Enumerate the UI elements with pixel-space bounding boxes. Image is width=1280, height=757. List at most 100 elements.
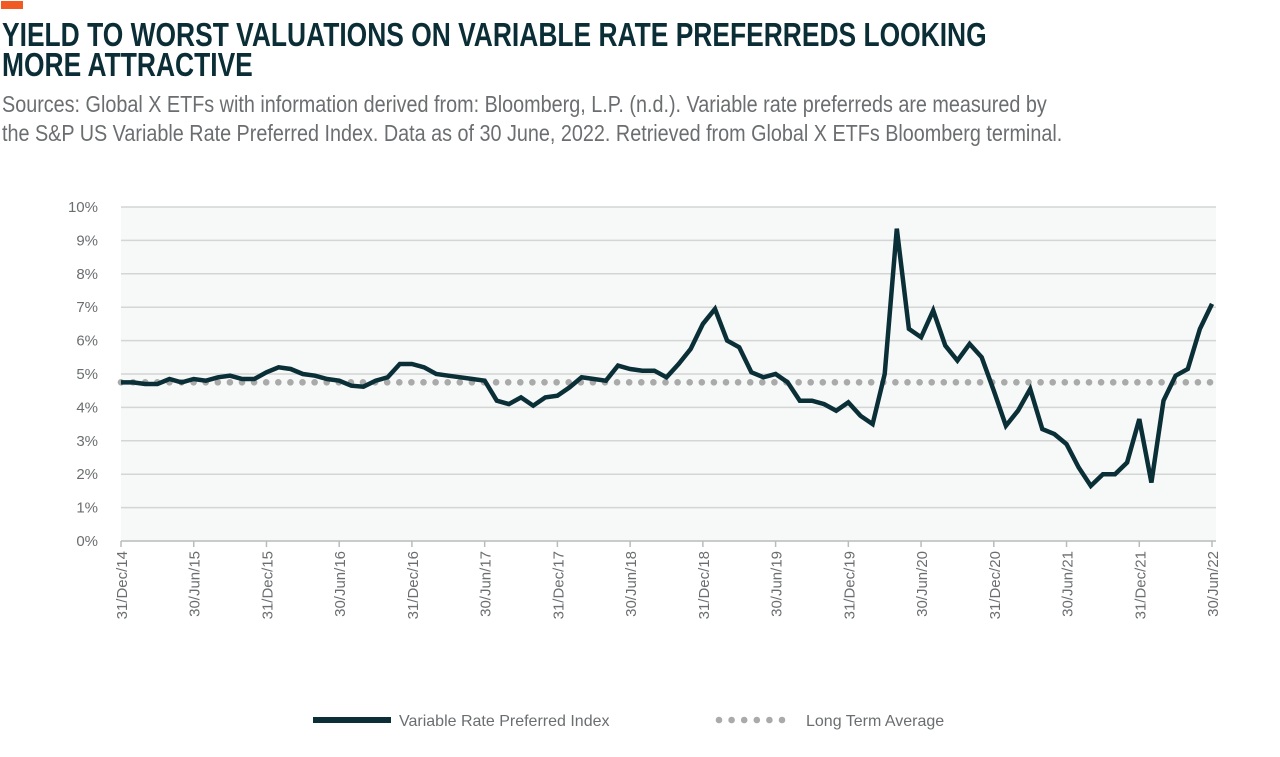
average-dot xyxy=(492,379,500,386)
x-tick-label: 30/Jun/15 xyxy=(187,551,204,617)
y-tick-label: 5% xyxy=(76,366,98,383)
average-dot xyxy=(383,379,391,386)
average-dot xyxy=(541,379,548,386)
legend-swatch-average-dot xyxy=(715,716,723,724)
average-dot xyxy=(529,379,536,386)
average-dot xyxy=(771,379,778,386)
average-dot xyxy=(940,379,948,386)
x-tick-label: 30/Jun/21 xyxy=(1060,551,1077,617)
y-tick-label: 0% xyxy=(76,533,98,550)
average-dot xyxy=(625,379,633,386)
x-tick-label: 30/Jun/19 xyxy=(769,551,786,617)
x-tick-label: 30/Jun/22 xyxy=(1205,551,1222,617)
average-dot xyxy=(722,379,730,386)
y-tick-label: 8% xyxy=(76,266,98,283)
y-tick-label: 1% xyxy=(76,500,98,517)
average-dot xyxy=(408,379,415,386)
average-dot xyxy=(976,379,984,386)
average-dot xyxy=(746,379,754,386)
average-dot xyxy=(517,379,524,386)
average-dot xyxy=(710,379,718,386)
chart-title: YIELD TO WORST VALUATIONS ON VARIABLE RA… xyxy=(2,16,1122,83)
average-dot xyxy=(650,379,657,386)
subtitle-line-2: the S&P US Variable Rate Preferred Index… xyxy=(2,120,1063,146)
average-dot xyxy=(444,379,452,386)
average-dot xyxy=(831,379,839,386)
y-tick-label: 3% xyxy=(76,433,98,450)
average-dot xyxy=(698,379,706,386)
average-dot xyxy=(287,379,294,386)
average-dot xyxy=(299,379,306,386)
average-dot xyxy=(1134,379,1141,386)
series-line-variable-rate-preferred-index xyxy=(121,228,1215,490)
average-dot xyxy=(1061,379,1069,386)
title-line-1: YIELD TO WORST VALUATIONS ON VARIABLE RA… xyxy=(2,16,987,53)
average-dot xyxy=(214,379,222,386)
legend-swatch-average-dot xyxy=(753,716,761,724)
average-dot xyxy=(553,379,560,386)
x-tick-label: 30/Jun/20 xyxy=(914,551,931,617)
average-dot xyxy=(1013,379,1020,386)
average-dot xyxy=(1025,379,1032,386)
average-dot xyxy=(819,379,827,386)
average-dot xyxy=(1073,379,1081,386)
average-dot xyxy=(855,379,863,386)
average-dot xyxy=(964,379,972,386)
x-tick-label: 31/Dec/18 xyxy=(696,551,713,619)
legend-swatch-average-dot xyxy=(766,716,773,724)
x-tick-label: 31/Dec/19 xyxy=(841,551,858,619)
x-tick-label: 31/Dec/21 xyxy=(1132,551,1149,619)
average-dot xyxy=(1109,379,1117,386)
legend-swatch-average-dot xyxy=(740,716,748,724)
average-dot xyxy=(686,379,693,386)
average-dot xyxy=(807,379,814,386)
average-dot xyxy=(638,379,645,386)
average-dot xyxy=(1206,379,1214,386)
x-tick-label: 31/Dec/15 xyxy=(259,551,276,619)
average-dot xyxy=(420,379,427,386)
average-dot xyxy=(1097,379,1105,386)
x-tick-label: 31/Dec/20 xyxy=(987,551,1004,619)
accent-bar xyxy=(1,1,23,9)
legend-label-average: Long Term Average xyxy=(806,713,944,730)
legend-label-index: Variable Rate Preferred Index xyxy=(399,713,609,730)
average-dot xyxy=(504,379,512,386)
y-tick-label: 6% xyxy=(76,333,98,350)
average-dot xyxy=(456,379,464,386)
average-dot xyxy=(867,379,875,386)
average-dot xyxy=(432,379,439,386)
y-tick-label: 2% xyxy=(76,466,98,483)
average-dot xyxy=(1001,379,1008,386)
average-dot xyxy=(262,379,270,386)
legend-swatch-average-dot xyxy=(728,716,735,724)
x-tick-label: 30/Jun/16 xyxy=(332,551,349,617)
average-dot xyxy=(904,379,911,386)
average-dot xyxy=(843,379,851,386)
y-tick-label: 7% xyxy=(76,299,98,316)
average-dot xyxy=(226,379,234,386)
average-dot xyxy=(892,379,899,386)
average-dot xyxy=(1049,379,1056,386)
average-dot xyxy=(613,379,621,386)
average-dot xyxy=(734,379,742,386)
chart-subtitle: Sources: Global X ETFs with information … xyxy=(2,90,1280,148)
average-dot xyxy=(1158,379,1165,386)
x-tick-label: 30/Jun/17 xyxy=(478,551,495,617)
average-dot xyxy=(795,379,802,386)
average-dot xyxy=(916,379,923,386)
legend-swatch-average-dot xyxy=(778,716,786,724)
average-dot xyxy=(396,379,403,386)
x-tick-label: 31/Dec/17 xyxy=(550,551,567,619)
title-line-2: MORE ATTRACTIVE xyxy=(2,46,253,83)
y-tick-label: 10% xyxy=(68,199,98,216)
y-tick-label: 4% xyxy=(76,399,98,416)
x-tick-label: 30/Jun/18 xyxy=(623,551,640,617)
average-dot xyxy=(952,379,960,386)
x-tick-label: 31/Dec/14 xyxy=(114,551,131,619)
average-dot xyxy=(928,379,935,386)
average-dot xyxy=(311,379,318,386)
average-dot xyxy=(275,379,282,386)
average-dot xyxy=(1194,379,1202,386)
average-dot xyxy=(1146,379,1153,386)
